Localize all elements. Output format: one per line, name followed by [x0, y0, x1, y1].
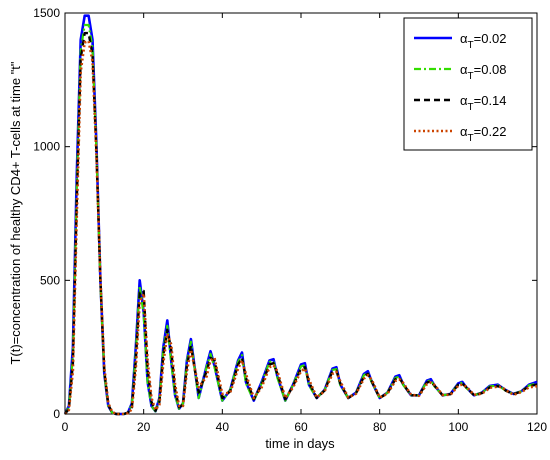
tick-layer: 0 20 40 60 80 100 120 0 500 1000 1500: [33, 6, 547, 434]
x-tick-label: 20: [137, 420, 151, 434]
legend-box: [403, 17, 533, 151]
legend-label-1: αT=0.02: [460, 31, 507, 51]
series-layer: [63, 14, 538, 416]
y-axis-label: T(t)=concentration of healthy CD4+ T-cel…: [8, 61, 23, 364]
legend-label-4: αT=0.22: [460, 124, 507, 144]
x-tick-label: 80: [373, 420, 387, 434]
y-tick-label: 500: [40, 273, 60, 287]
x-tick-label: 0: [62, 420, 69, 434]
x-tick-label: 60: [294, 420, 308, 434]
x-tick-label: 40: [216, 420, 230, 434]
legend: αT=0.02 αT=0.08 αT=0.14 αT=0.22: [403, 17, 533, 151]
legend-label-3: αT=0.14: [460, 93, 507, 113]
y-tick-label: 1000: [33, 140, 60, 154]
series-line-4: [64, 39, 538, 416]
y-tick-label: 1500: [33, 6, 60, 20]
y-tick-label: 0: [53, 407, 60, 421]
x-axis-label: time in days: [265, 436, 335, 451]
x-tick-label: 100: [448, 420, 468, 434]
legend-label-2: αT=0.08: [460, 62, 507, 82]
x-tick-label: 120: [527, 420, 547, 434]
